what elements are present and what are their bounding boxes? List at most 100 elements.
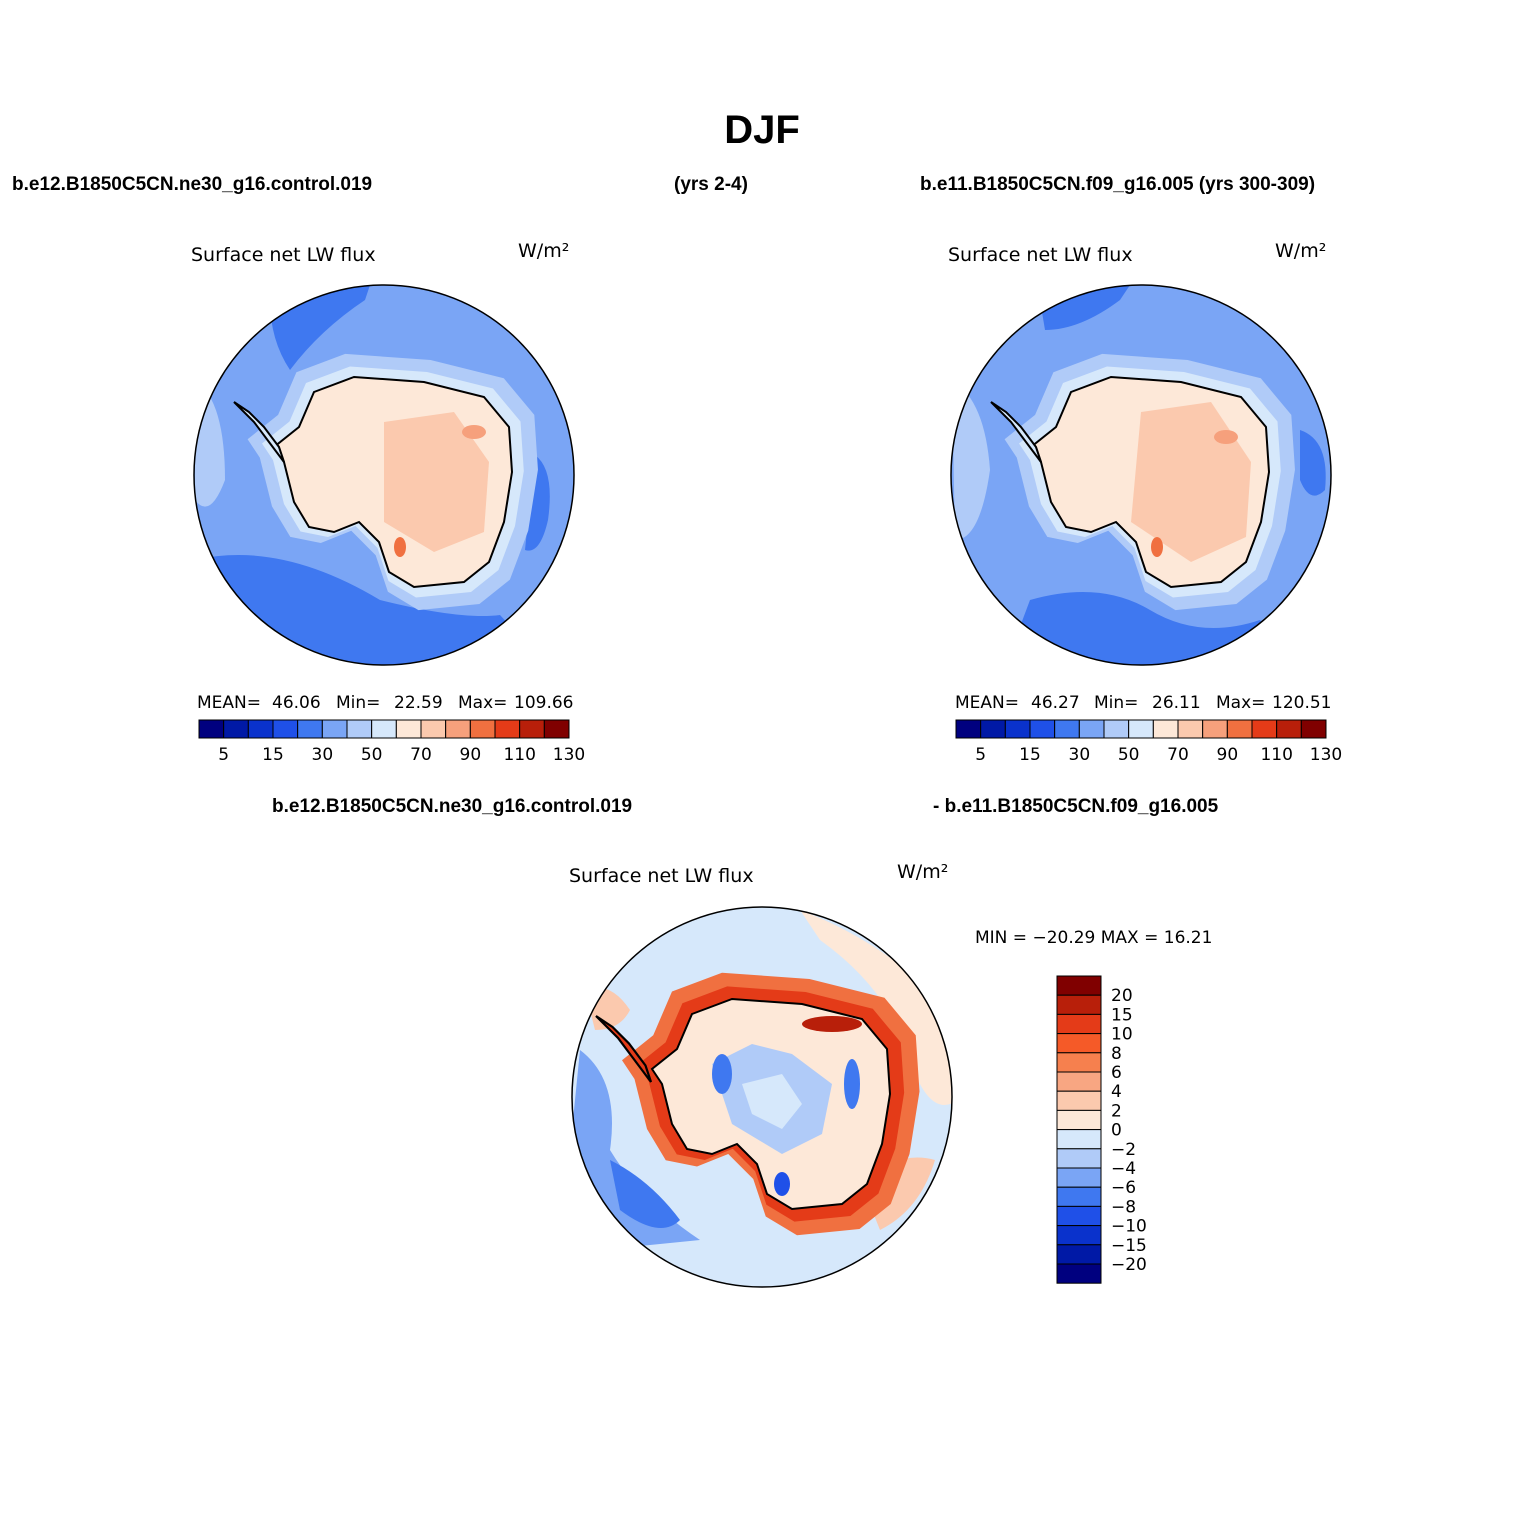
top-left-case: b.e12.B1850C5CN.ne30_g16.control.019 xyxy=(12,174,372,195)
colorbar-tick-label: −8 xyxy=(1111,1197,1136,1217)
colorbar-tick-label: −2 xyxy=(1111,1140,1136,1160)
figure-title: DJF xyxy=(724,108,800,152)
panel-b-stats: MEAN= 46.27 Min= 26.11 Max= 120.51 xyxy=(955,693,1331,713)
colorbar-swatch xyxy=(1054,719,1080,739)
panel-b-colorbar: 5 15 30 50 70 90 110 130 xyxy=(955,719,1342,765)
panel-a-max: 109.66 xyxy=(514,693,573,713)
panel-b-max-label: Max= xyxy=(1216,693,1265,713)
colorbar-swatch xyxy=(1056,1205,1102,1227)
colorbar-swatch xyxy=(346,719,373,739)
colorbar-tick-label: 4 xyxy=(1111,1082,1122,1102)
colorbar-tick-label: 5 xyxy=(218,745,229,765)
colorbar-tick-label: −6 xyxy=(1111,1178,1136,1198)
colorbar-swatch xyxy=(1202,719,1228,739)
panel-b-max: 120.51 xyxy=(1272,693,1331,713)
panel-b-mean-label: MEAN= xyxy=(955,693,1019,713)
panel-a-colorbar: 5 15 30 50 70 90 110 130 xyxy=(198,719,585,765)
colorbar-swatch xyxy=(247,719,274,739)
panel-b-mean: 46.27 xyxy=(1031,693,1080,713)
panel-a-title: Surface net LW flux xyxy=(191,244,376,266)
colorbar-tick-label: 15 xyxy=(1019,745,1041,765)
colorbar-swatch xyxy=(1152,719,1179,739)
colorbar-tick-label: 50 xyxy=(1118,745,1140,765)
colorbar-swatch xyxy=(955,719,982,739)
colorbar-swatch xyxy=(395,719,422,739)
colorbar-swatch xyxy=(297,719,323,739)
colorbar-tick-label: −4 xyxy=(1111,1159,1136,1179)
panel-b-map xyxy=(951,285,1331,665)
top-left-years: (yrs 2-4) xyxy=(674,174,748,195)
colorbar-swatch xyxy=(1056,1052,1102,1073)
colorbar-swatch xyxy=(1056,1244,1102,1265)
colorbar-swatch xyxy=(1056,1013,1102,1035)
colorbar-tick-label: 70 xyxy=(410,745,432,765)
panel-a-max-label: Max= xyxy=(458,693,507,713)
colorbar-swatch xyxy=(1056,1263,1102,1284)
colorbar-tick-label: 15 xyxy=(262,745,284,765)
colorbar-swatch xyxy=(1004,719,1031,739)
colorbar-tick-label: −20 xyxy=(1111,1255,1147,1275)
panel-c-map xyxy=(572,907,952,1287)
panel-a-mean: 46.06 xyxy=(272,693,321,713)
panel-a-stats: MEAN= 46.06 Min= 22.59 Max= 109.66 xyxy=(197,693,573,713)
colorbar-tick-label: 30 xyxy=(312,745,334,765)
panel-b-min: 26.11 xyxy=(1152,693,1201,713)
colorbar-tick-label: 30 xyxy=(1069,745,1091,765)
colorbar-swatch xyxy=(1029,719,1056,739)
panel-a-min-label: Min= xyxy=(336,693,380,713)
colorbar-swatch xyxy=(1226,719,1253,739)
colorbar-swatch xyxy=(1056,1225,1102,1246)
colorbar-swatch xyxy=(1056,1148,1102,1169)
colorbar-tick-label: 90 xyxy=(1217,745,1239,765)
colorbar-swatch xyxy=(1056,1129,1102,1150)
diff-case-a: b.e12.B1850C5CN.ne30_g16.control.019 xyxy=(272,796,632,817)
colorbar-tick-label: 6 xyxy=(1111,1063,1122,1083)
colorbar-tick-label: 5 xyxy=(975,745,986,765)
colorbar-tick-label: 10 xyxy=(1111,1025,1133,1045)
colorbar-tick-label: 110 xyxy=(503,745,535,765)
panel-b-min-label: Min= xyxy=(1094,693,1138,713)
panel-c-border xyxy=(571,906,953,1288)
colorbar-tick-label: −15 xyxy=(1111,1236,1147,1256)
colorbar-tick-label: 110 xyxy=(1260,745,1292,765)
colorbar-swatch xyxy=(469,719,496,739)
colorbar-swatch xyxy=(1078,719,1105,739)
colorbar-swatch xyxy=(445,719,471,739)
colorbar-swatch xyxy=(1056,1109,1102,1131)
colorbar-swatch xyxy=(1251,719,1278,739)
colorbar-swatch xyxy=(1056,1090,1102,1111)
panel-a-units: W/m² xyxy=(518,240,569,262)
colorbar-swatch xyxy=(494,719,521,739)
panel-c-stats: MIN = −20.29 MAX = 16.21 xyxy=(975,928,1212,948)
colorbar-swatch xyxy=(1177,719,1204,739)
colorbar-swatch xyxy=(1103,719,1130,739)
colorbar-tick-label: 8 xyxy=(1111,1044,1122,1064)
colorbar-tick-label: 90 xyxy=(460,745,482,765)
top-right-case: b.e11.B1850C5CN.f09_g16.005 (yrs 300-309… xyxy=(920,174,1315,195)
colorbar-tick-label: −10 xyxy=(1111,1217,1147,1237)
colorbar-swatch xyxy=(519,719,545,739)
colorbar-tick-label: 70 xyxy=(1167,745,1189,765)
colorbar-swatch xyxy=(543,719,570,739)
colorbar-swatch xyxy=(1056,1167,1102,1188)
colorbar-swatch xyxy=(1276,719,1302,739)
colorbar-swatch xyxy=(1056,1071,1102,1092)
panel-b-units: W/m² xyxy=(1275,240,1326,262)
panel-c-title: Surface net LW flux xyxy=(569,865,754,887)
panel-b-title: Surface net LW flux xyxy=(948,244,1133,266)
colorbar-tick-label: 50 xyxy=(361,745,383,765)
colorbar-swatch xyxy=(1056,1186,1102,1207)
panel-a-mean-label: MEAN= xyxy=(197,693,261,713)
panel-a-map xyxy=(194,285,574,665)
colorbar-swatch xyxy=(198,719,225,739)
colorbar-swatch xyxy=(1056,975,1102,996)
colorbar-tick-label: 130 xyxy=(553,745,585,765)
colorbar-tick-label: 130 xyxy=(1310,745,1342,765)
colorbar-swatch xyxy=(420,719,447,739)
panel-a-min: 22.59 xyxy=(394,693,443,713)
panel-b-border xyxy=(950,284,1332,666)
colorbar-tick-label: 2 xyxy=(1111,1101,1122,1121)
colorbar-tick-label: 15 xyxy=(1111,1005,1133,1025)
